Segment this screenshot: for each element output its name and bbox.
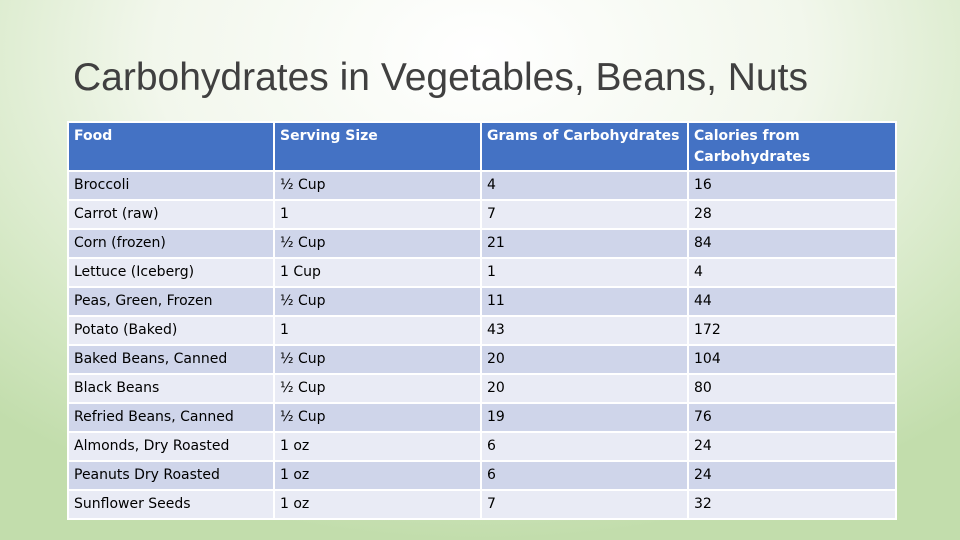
table-cell: 24 xyxy=(687,431,897,462)
table-cell: 7 xyxy=(480,199,689,230)
table-body: Broccoli ½ Cup 4 16 Carrot (raw) 1 7 28 Corn (fr… xyxy=(67,170,897,520)
table-cell: 11 xyxy=(480,286,689,317)
table-cell: 1 xyxy=(273,315,482,346)
table-row: Sunflower Seeds 1 oz 7 32 xyxy=(67,489,897,520)
table-header: Food Serving Size Grams of Carbohydrates Ca… xyxy=(67,121,897,172)
table-row: Almonds, Dry Roasted 1 oz 6 24 xyxy=(67,431,897,462)
table-row: Broccoli ½ Cup 4 16 xyxy=(67,170,897,201)
table-cell: 32 xyxy=(687,489,897,520)
table-row: Peas, Green, Frozen ½ Cup 11 44 xyxy=(67,286,897,317)
table-row: Black Beans ½ Cup 20 80 xyxy=(67,373,897,404)
table-cell: Peas, Green, Frozen xyxy=(67,286,275,317)
table-cell: 43 xyxy=(480,315,689,346)
table-row: Baked Beans, Canned ½ Cup 20 104 xyxy=(67,344,897,375)
table-cell: Corn (frozen) xyxy=(67,228,275,259)
table-cell: 1 oz xyxy=(273,431,482,462)
table-cell: 172 xyxy=(687,315,897,346)
table-cell: Refried Beans, Canned xyxy=(67,402,275,433)
table-cell: 84 xyxy=(687,228,897,259)
table-cell: ½ Cup xyxy=(273,402,482,433)
table-row: Refried Beans, Canned ½ Cup 19 76 xyxy=(67,402,897,433)
table-cell: ½ Cup xyxy=(273,286,482,317)
table-cell: 6 xyxy=(480,460,689,491)
table-cell: Carrot (raw) xyxy=(67,199,275,230)
table-cell: 1 xyxy=(480,257,689,288)
table-cell: Broccoli xyxy=(67,170,275,201)
table-cell: Peanuts Dry Roasted xyxy=(67,460,275,491)
table-cell: 1 Cup xyxy=(273,257,482,288)
table-cell: Potato (Baked) xyxy=(67,315,275,346)
header-row: Food Serving Size Grams of Carbohydrates Ca… xyxy=(67,121,897,172)
table-cell: ½ Cup xyxy=(273,344,482,375)
table-cell: 16 xyxy=(687,170,897,201)
table-cell: Lettuce (Iceberg) xyxy=(67,257,275,288)
table-cell: 20 xyxy=(480,344,689,375)
slide-title: Carbohydrates in Vegetables, Beans, Nuts xyxy=(73,56,808,99)
table-cell: 7 xyxy=(480,489,689,520)
table-cell: 1 oz xyxy=(273,460,482,491)
table-cell: Black Beans xyxy=(67,373,275,404)
table-row: Peanuts Dry Roasted 1 oz 6 24 xyxy=(67,460,897,491)
table-row: Lettuce (Iceberg) 1 Cup 1 4 xyxy=(67,257,897,288)
table-cell: 19 xyxy=(480,402,689,433)
table-cell: Almonds, Dry Roasted xyxy=(67,431,275,462)
table-cell: ½ Cup xyxy=(273,170,482,201)
table-cell: 80 xyxy=(687,373,897,404)
table-cell: 21 xyxy=(480,228,689,259)
table-cell: 1 xyxy=(273,199,482,230)
table-row: Potato (Baked) 1 43 172 xyxy=(67,315,897,346)
header-cell: Serving Size xyxy=(273,121,482,172)
table-cell: 76 xyxy=(687,402,897,433)
table-cell: 28 xyxy=(687,199,897,230)
carb-table: Food Serving Size Grams of Carbohydrates Ca… xyxy=(67,121,897,520)
table-cell: 24 xyxy=(687,460,897,491)
table-cell: 20 xyxy=(480,373,689,404)
table-cell: Sunflower Seeds xyxy=(67,489,275,520)
header-cell: Food xyxy=(67,121,275,172)
table-cell: 4 xyxy=(480,170,689,201)
header-cell: Grams of Carbohydrates xyxy=(480,121,689,172)
table-cell: 6 xyxy=(480,431,689,462)
table-cell: 44 xyxy=(687,286,897,317)
table-cell: 1 oz xyxy=(273,489,482,520)
table-cell: 104 xyxy=(687,344,897,375)
table-cell: ½ Cup xyxy=(273,228,482,259)
table-cell: Baked Beans, Canned xyxy=(67,344,275,375)
table-row: Carrot (raw) 1 7 28 xyxy=(67,199,897,230)
table-cell: ½ Cup xyxy=(273,373,482,404)
table-row: Corn (frozen) ½ Cup 21 84 xyxy=(67,228,897,259)
header-cell: Calories from Carbohydrates xyxy=(687,121,897,172)
table-cell: 4 xyxy=(687,257,897,288)
